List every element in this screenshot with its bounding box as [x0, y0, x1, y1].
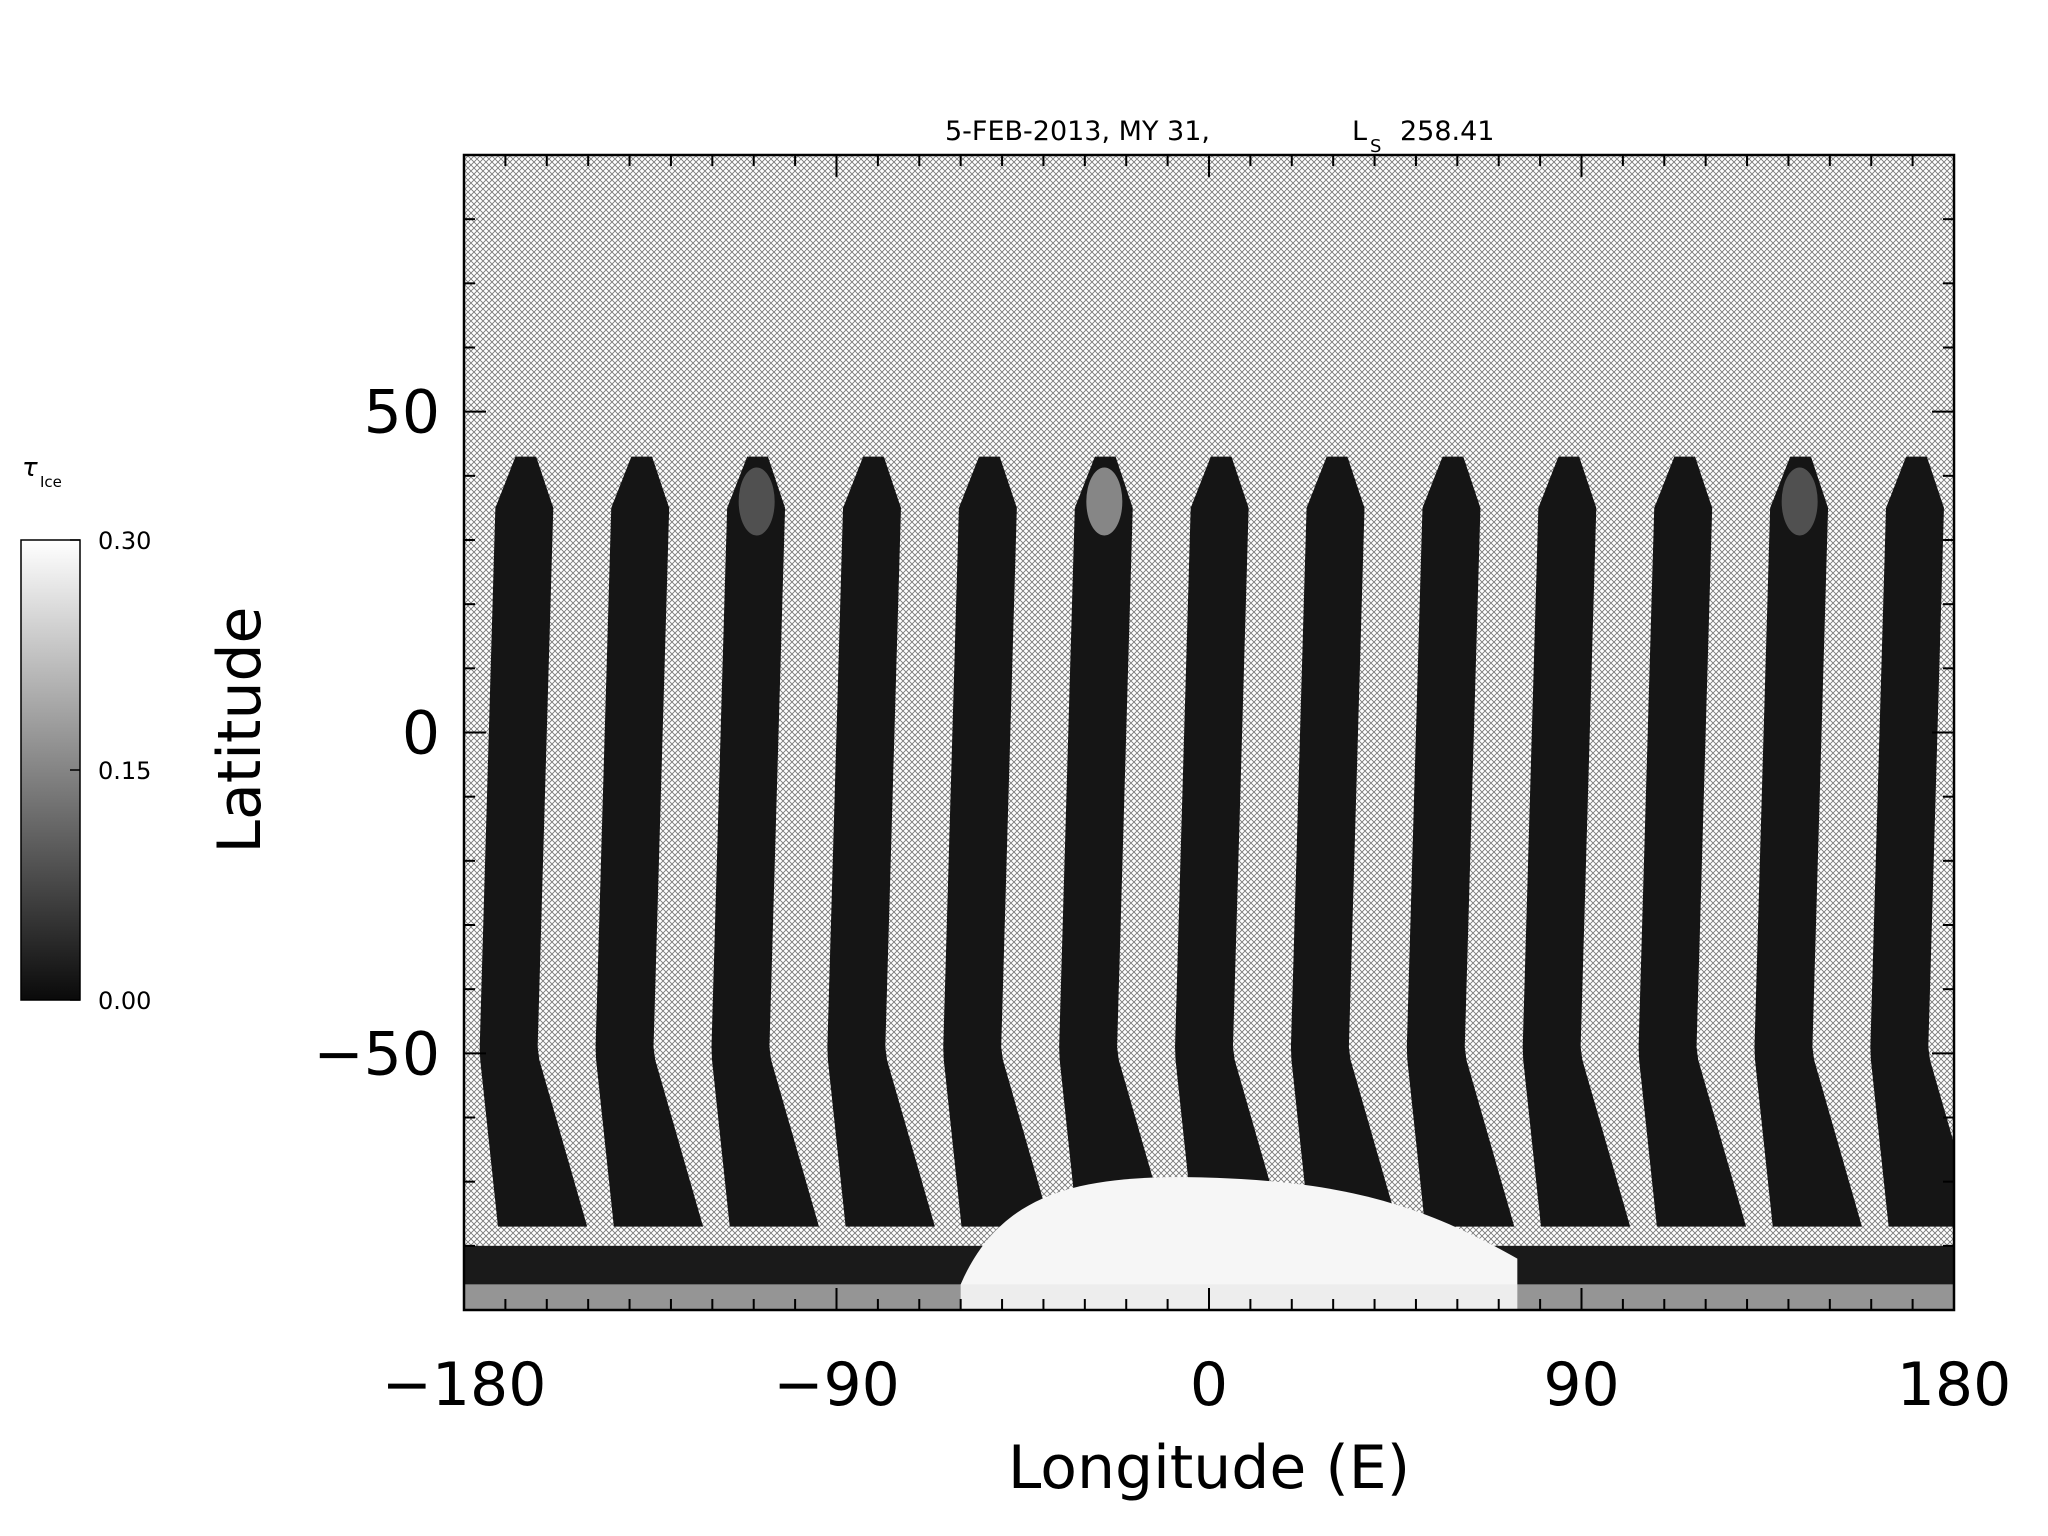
x-axis-label: Longitude (E): [1008, 1433, 1410, 1503]
ice-cloud-patch: [1086, 467, 1123, 536]
x-tick-label: 90: [1543, 1350, 1619, 1420]
data-swath: [595, 456, 704, 1227]
ice-cloud-patch: [738, 467, 775, 536]
colorbar: τ Ice 0.00 0.15 0.30: [20, 453, 151, 1015]
data-swath: [1870, 456, 1954, 1227]
ice-cloud-patch: [1781, 467, 1818, 536]
y-axis-label: Latitude: [205, 607, 275, 854]
title-ls-value: 258.41: [1400, 116, 1494, 147]
data-swath: [1522, 456, 1631, 1227]
y-tick-label: −50: [313, 1019, 440, 1089]
colorbar-label-symbol: τ: [22, 453, 38, 483]
colorbar-label-subscript: Ice: [40, 473, 62, 491]
data-swath: [1754, 456, 1862, 1227]
colorbar-tick-label: 0.15: [98, 757, 151, 785]
data-swath: [1175, 456, 1283, 1227]
data-swath: [1290, 456, 1399, 1227]
x-tick-label: 0: [1190, 1350, 1228, 1420]
x-tick-label: 180: [1897, 1350, 2012, 1420]
title-date: 5-FEB-2013, MY 31,: [945, 116, 1210, 147]
data-swath: [479, 456, 588, 1227]
data-swath: [1059, 456, 1167, 1227]
colorbar-ticks: 0.00 0.15 0.30: [70, 527, 151, 1015]
colorbar-tick-label: 0.00: [98, 987, 151, 1015]
axis-ticks: [463, 155, 1955, 1310]
x-tick-label: −180: [382, 1350, 547, 1420]
data-swath: [711, 456, 819, 1227]
title-ls-subscript: S: [1370, 136, 1381, 157]
x-tick-labels: −180 −90 0 90 180: [382, 1350, 2012, 1420]
plot-area: [464, 155, 1954, 1310]
title-ls-letter: L: [1352, 116, 1367, 147]
y-tick-label: 50: [364, 378, 440, 448]
polar-cap: [960, 1177, 1518, 1310]
data-swath: [1406, 456, 1515, 1227]
data-swath: [1638, 456, 1747, 1227]
x-tick-label: −90: [773, 1350, 900, 1420]
data-swath: [943, 456, 1051, 1227]
y-tick-label: 0: [402, 699, 440, 769]
data-swath: [827, 456, 935, 1227]
colorbar-tick-label: 0.30: [98, 527, 151, 555]
y-tick-labels: 50 0 −50: [313, 378, 440, 1090]
chart-title: 5-FEB-2013, MY 31, L S 258.41: [945, 116, 1494, 157]
